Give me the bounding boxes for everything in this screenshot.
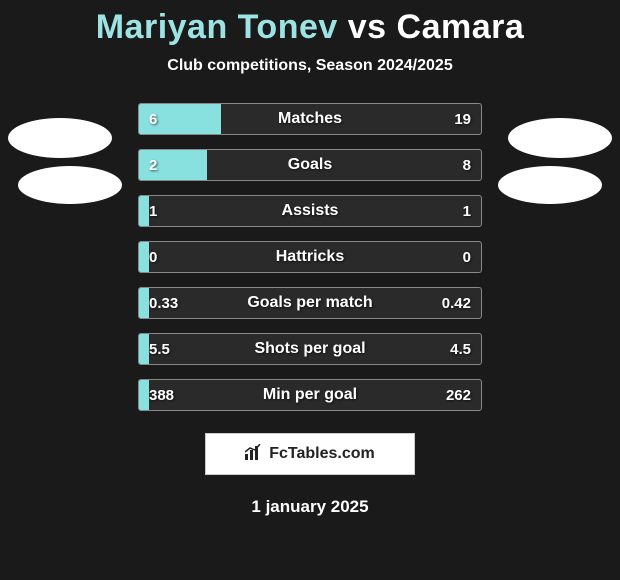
stat-label: Hattricks [139, 242, 481, 272]
stat-label: Goals [139, 150, 481, 180]
stat-row: 388Min per goal262 [138, 379, 482, 411]
player1-avatar [8, 118, 112, 158]
stat-row: 6Matches19 [138, 103, 482, 135]
chart-icon [245, 444, 263, 465]
stat-value-right: 1 [463, 196, 471, 226]
stats-container: 6Matches19 2Goals8 1Assists1 0Hattricks0 0.3… [138, 103, 482, 411]
stat-value-right: 262 [446, 380, 471, 410]
player2-avatar [508, 118, 612, 158]
stat-row: 2Goals8 [138, 149, 482, 181]
stat-value-right: 4.5 [450, 334, 471, 364]
subtitle: Club competitions, Season 2024/2025 [0, 57, 620, 75]
comparison-title: Mariyan Tonev vs Camara [0, 0, 620, 47]
stat-label: Goals per match [139, 288, 481, 318]
stat-value-right: 19 [454, 104, 471, 134]
player1-club-avatar [18, 166, 122, 204]
stat-value-right: 8 [463, 150, 471, 180]
stat-label: Shots per goal [139, 334, 481, 364]
stat-row: 1Assists1 [138, 195, 482, 227]
player1-name: Mariyan Tonev [96, 8, 338, 46]
stat-value-right: 0.42 [442, 288, 471, 318]
player2-club-avatar [498, 166, 602, 204]
player2-name: Camara [397, 8, 525, 46]
date-label: 1 january 2025 [0, 497, 620, 517]
logo-text: FcTables.com [269, 445, 375, 463]
stat-value-right: 0 [463, 242, 471, 272]
stat-label: Matches [139, 104, 481, 134]
vs-text: vs [348, 8, 387, 46]
stat-row: 0Hattricks0 [138, 241, 482, 273]
stat-label: Min per goal [139, 380, 481, 410]
fctables-logo: FcTables.com [205, 433, 415, 475]
stat-row: 5.5Shots per goal4.5 [138, 333, 482, 365]
stat-label: Assists [139, 196, 481, 226]
stat-row: 0.33Goals per match0.42 [138, 287, 482, 319]
